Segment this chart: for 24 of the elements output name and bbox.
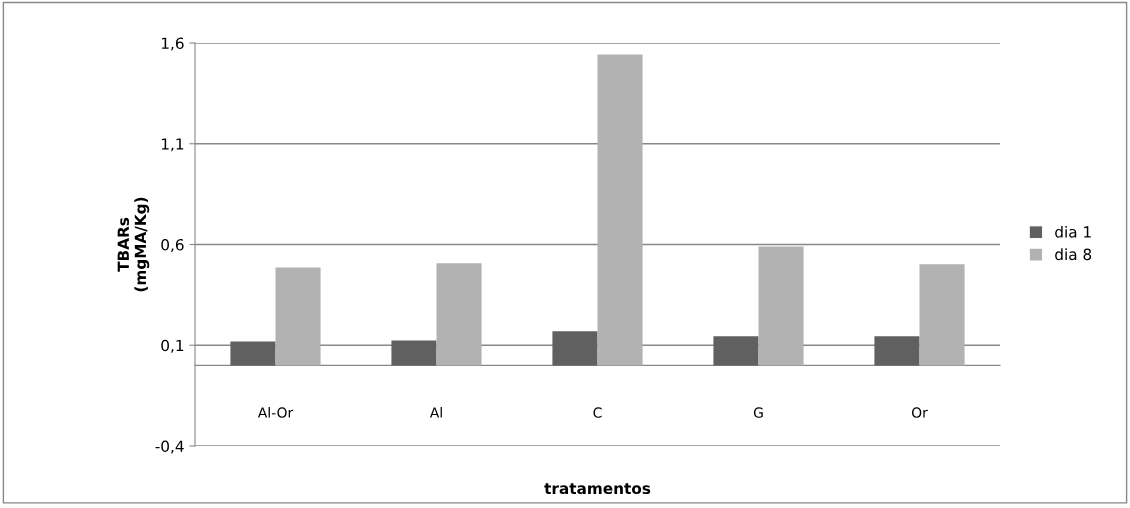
- legend-label: dia 8: [1055, 248, 1092, 261]
- y-tick-label: 1,1: [161, 138, 184, 152]
- y-tick-label: 0,1: [161, 339, 184, 353]
- legend-label: dia 1: [1055, 225, 1091, 238]
- bar: [552, 331, 598, 366]
- bar: [874, 336, 920, 366]
- bar: [597, 54, 643, 366]
- x-axis-title: tratamentos: [544, 483, 651, 495]
- y-tick-label: 1,6: [161, 37, 184, 51]
- bar: [436, 263, 482, 366]
- y-tick-label: -0,4: [155, 440, 184, 454]
- bar: [391, 340, 437, 366]
- x-tick-label: G: [753, 407, 763, 418]
- x-tick-label: Al: [429, 407, 442, 418]
- x-tick-label: C: [593, 407, 602, 418]
- bar: [758, 246, 804, 366]
- y-tick-label: 0,6: [161, 238, 184, 253]
- bar: [919, 264, 965, 366]
- bar: [713, 336, 759, 366]
- y-axis-title: TBARs (mgMA/Kg): [117, 197, 150, 292]
- bar: [230, 341, 276, 366]
- x-tick-label: Or: [911, 407, 928, 418]
- bar: [275, 267, 321, 366]
- x-tick-label: Al-Or: [257, 407, 294, 418]
